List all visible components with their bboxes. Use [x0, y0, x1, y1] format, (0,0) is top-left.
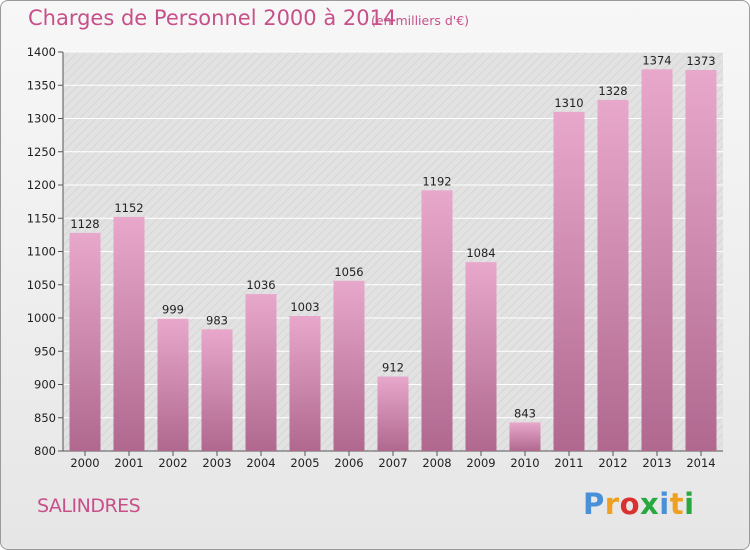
- data-label: 1328: [598, 84, 627, 98]
- bar: [597, 99, 629, 451]
- data-label: 1036: [246, 278, 275, 292]
- chart-title: Charges de Personnel 2000 à 2014: [28, 6, 397, 30]
- x-tick-label: 2001: [114, 456, 143, 470]
- x-tick-label: 2005: [290, 456, 319, 470]
- logo-letter: x: [640, 487, 660, 521]
- logo-letter: P: [583, 487, 605, 521]
- bar: [333, 280, 365, 451]
- x-tick-label: 2003: [202, 456, 231, 470]
- y-tick-label: 1400: [27, 45, 56, 59]
- y-tick-label: 1000: [27, 311, 56, 325]
- logo-letter: r: [604, 487, 620, 521]
- data-label: 999: [162, 303, 184, 317]
- bar: [421, 190, 453, 451]
- bar: [685, 69, 717, 451]
- data-label: 1374: [642, 53, 671, 67]
- data-label: 983: [206, 313, 228, 327]
- logo-letter: t: [669, 487, 685, 521]
- y-tick-label: 1300: [27, 112, 56, 126]
- bar: [553, 111, 585, 451]
- y-tick-label: 1350: [27, 78, 56, 92]
- bar: [641, 69, 673, 451]
- city-name: SALINDRES: [37, 495, 141, 517]
- x-tick-label: 2011: [554, 456, 583, 470]
- bar: [289, 316, 321, 451]
- y-tick-label: 950: [34, 344, 56, 358]
- bar: [113, 216, 145, 451]
- data-label: 1084: [466, 246, 495, 260]
- data-label: 1003: [290, 300, 319, 314]
- bar: [377, 376, 409, 451]
- data-label: 1128: [70, 217, 99, 231]
- logo-letter: o: [619, 487, 641, 521]
- bar: [201, 329, 233, 451]
- y-tick-label: 1100: [27, 245, 56, 259]
- y-tick-label: 1250: [27, 145, 56, 159]
- x-tick-label: 2012: [598, 456, 627, 470]
- data-label: 1310: [554, 96, 583, 110]
- bar: [245, 294, 277, 451]
- x-tick-label: 2010: [510, 456, 539, 470]
- logo-letter: i: [659, 487, 670, 521]
- proxiti-logo: Proxiti: [583, 487, 695, 521]
- bar: [509, 422, 541, 451]
- x-tick-label: 2014: [686, 456, 715, 470]
- y-tick-label: 1200: [27, 178, 56, 192]
- data-label: 1373: [686, 54, 715, 68]
- bar: [157, 318, 189, 451]
- y-tick-label: 1050: [27, 278, 56, 292]
- data-label: 843: [514, 406, 536, 420]
- x-tick-label: 2000: [70, 456, 99, 470]
- x-tick-label: 2009: [466, 456, 495, 470]
- logo-letter: i: [684, 487, 695, 521]
- bar: [465, 262, 497, 451]
- bar: [69, 232, 101, 451]
- y-tick-label: 1150: [27, 211, 56, 225]
- y-tick-label: 900: [34, 378, 56, 392]
- y-tick-label: 800: [34, 444, 56, 458]
- data-label: 1152: [114, 201, 143, 215]
- x-tick-label: 2002: [158, 456, 187, 470]
- y-tick-label: 850: [34, 411, 56, 425]
- data-label: 1056: [334, 265, 363, 279]
- chart-subtitle: (en milliers d'€): [371, 13, 470, 28]
- data-label: 912: [382, 361, 404, 375]
- x-tick-label: 2007: [378, 456, 407, 470]
- data-label: 1192: [422, 174, 451, 188]
- x-tick-label: 2006: [334, 456, 363, 470]
- x-tick-label: 2013: [642, 456, 671, 470]
- x-tick-label: 2004: [246, 456, 275, 470]
- x-tick-label: 2008: [422, 456, 451, 470]
